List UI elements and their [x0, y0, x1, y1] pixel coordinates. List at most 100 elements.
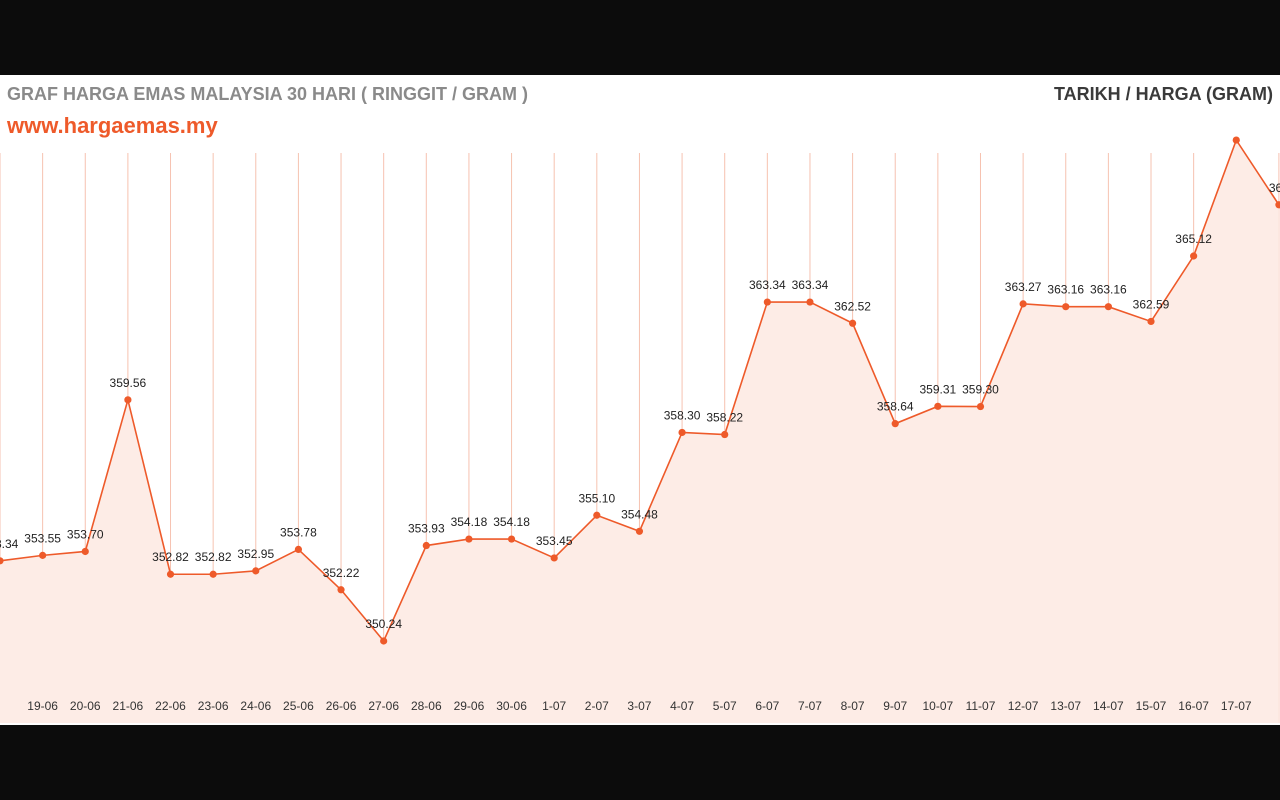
- value-label: 353.93: [408, 522, 445, 536]
- value-label: 354.48: [621, 507, 658, 521]
- value-label: 363.27: [1005, 280, 1042, 294]
- value-label: 362.59: [1133, 297, 1170, 311]
- x-tick-label: 30-06: [496, 699, 527, 713]
- data-point: [465, 535, 473, 543]
- value-label: 353.45: [536, 534, 573, 548]
- data-point: [39, 551, 47, 559]
- website-link[interactable]: www.hargaemas.my: [7, 113, 218, 138]
- chart-canvas: 353.34 353.55 353.70 359.56 352.82 352.82 352.…: [0, 136, 1280, 723]
- x-tick-label: 24-06: [240, 699, 271, 713]
- data-point: [81, 547, 89, 556]
- value-label: 362.52: [834, 299, 871, 313]
- x-tick-labels: 19-06 20-06 21-06 22-06 23-06 24-06 25-06 26-06…: [27, 699, 1252, 713]
- value-label: 363.16: [1047, 283, 1084, 297]
- data-point: [721, 430, 729, 439]
- data-point: [849, 319, 857, 327]
- x-tick-label: 7-07: [798, 699, 822, 713]
- price-area: [0, 140, 1279, 723]
- value-label: 353.34: [0, 537, 19, 551]
- x-tick-label: 19-06: [27, 699, 58, 713]
- x-tick-label: 23-06: [198, 699, 229, 713]
- x-tick-label: 11-07: [966, 699, 996, 713]
- chart-panel: 353.34 353.55 353.70 359.56 352.82 352.82 352.…: [0, 75, 1280, 725]
- value-label: 353.78: [280, 525, 317, 539]
- data-point: [0, 557, 4, 565]
- value-label: 352.95: [237, 547, 274, 561]
- data-point: [1232, 136, 1240, 144]
- data-point: [891, 420, 899, 428]
- x-tick-label: 13-07: [1050, 699, 1081, 713]
- value-label: 363.34: [749, 278, 786, 292]
- x-tick-label: 16-07: [1178, 699, 1209, 713]
- x-tick-label: 10-07: [923, 699, 954, 713]
- data-point: [294, 545, 303, 554]
- x-tick-label: 21-06: [113, 699, 144, 713]
- data-point: [1275, 201, 1280, 209]
- x-tick-label: 6-07: [755, 699, 779, 713]
- value-label: 358.22: [706, 411, 743, 425]
- data-point: [976, 402, 985, 411]
- data-point: [1062, 303, 1070, 311]
- data-point: [678, 428, 686, 437]
- area-fill: [0, 140, 1279, 723]
- data-point: [1104, 303, 1112, 311]
- data-point: [252, 567, 260, 575]
- value-label: 352.82: [152, 550, 189, 564]
- price-points: [0, 136, 1280, 645]
- x-tick-label: 20-06: [70, 699, 101, 713]
- value-label: 365.12: [1175, 232, 1212, 246]
- value-label: 369: [1269, 181, 1280, 195]
- chart-title: GRAF HARGA EMAS MALAYSIA 30 HARI ( RINGG…: [7, 84, 529, 104]
- x-tick-label: 4-07: [670, 699, 694, 713]
- x-tick-label: 9-07: [883, 699, 907, 713]
- data-point: [209, 570, 217, 578]
- data-point: [166, 570, 175, 578]
- x-tick-label: 14-07: [1093, 699, 1124, 713]
- data-point: [507, 535, 516, 543]
- data-point: [593, 511, 601, 519]
- value-label: 358.64: [877, 400, 914, 414]
- x-tick-label: 1-07: [542, 699, 566, 713]
- value-label: 358.30: [664, 408, 701, 422]
- data-point: [124, 396, 132, 404]
- x-tick-label: 28-06: [411, 699, 442, 713]
- x-tick-label: 25-06: [283, 699, 314, 713]
- value-label: 363.16: [1090, 283, 1127, 297]
- value-label: 359.31: [920, 382, 957, 396]
- value-label: 353.70: [67, 527, 104, 541]
- x-tick-label: 5-07: [713, 699, 737, 713]
- x-tick-label: 22-06: [155, 699, 186, 713]
- value-label: 359.30: [962, 383, 999, 397]
- legend-label: TARIKH / HARGA (GRAM): [1054, 84, 1273, 104]
- x-tick-label: 26-06: [326, 699, 357, 713]
- data-point: [934, 402, 942, 410]
- value-label: 354.18: [493, 515, 530, 529]
- x-tick-label: 27-06: [368, 699, 399, 713]
- data-point: [337, 586, 345, 594]
- data-point: [635, 527, 644, 535]
- x-tick-label: 2-07: [585, 699, 609, 713]
- value-label: 353.55: [24, 531, 61, 545]
- data-point: [806, 298, 814, 306]
- value-label: 354.18: [451, 515, 488, 529]
- value-label: 350.24: [365, 617, 402, 631]
- x-tick-label: 17-07: [1221, 699, 1252, 713]
- data-point: [1019, 300, 1027, 308]
- data-point: [763, 298, 771, 306]
- x-tick-label: 3-07: [627, 699, 651, 713]
- value-label: 355.10: [578, 491, 615, 505]
- data-point: [1147, 317, 1155, 326]
- x-tick-label: 8-07: [841, 699, 865, 713]
- value-label: 363.34: [792, 278, 829, 292]
- value-labels: 353.34 353.55 353.70 359.56 352.82 352.82 352.…: [0, 181, 1280, 631]
- x-tick-label: 29-06: [454, 699, 485, 713]
- data-point: [550, 554, 558, 562]
- data-point: [380, 637, 388, 645]
- x-tick-label: 12-07: [1008, 699, 1039, 713]
- value-label: 359.56: [110, 376, 147, 390]
- data-point: [1190, 252, 1198, 260]
- data-point: [422, 541, 430, 550]
- x-tick-label: 15-07: [1136, 699, 1167, 713]
- value-label: 352.82: [195, 550, 232, 564]
- value-label: 352.22: [323, 566, 360, 580]
